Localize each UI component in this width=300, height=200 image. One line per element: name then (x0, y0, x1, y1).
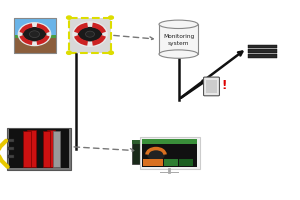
Bar (248, 45, 277, 49)
Bar (47, 131, 55, 167)
Bar (14, 36, 56, 54)
Bar (53, 131, 60, 167)
Bar (14, 19, 56, 38)
Ellipse shape (159, 51, 198, 59)
Ellipse shape (159, 21, 198, 29)
Bar (142, 139, 197, 168)
Circle shape (109, 17, 113, 20)
Bar (140, 138, 200, 169)
Circle shape (67, 52, 71, 55)
Bar (132, 140, 180, 164)
Bar (248, 55, 277, 58)
Bar (206, 81, 217, 94)
Bar (159, 25, 198, 55)
Circle shape (85, 32, 94, 38)
Bar (7, 128, 71, 170)
Bar (143, 159, 163, 167)
Bar (132, 141, 180, 144)
Bar (27, 131, 35, 167)
Circle shape (147, 149, 165, 161)
Bar (14, 19, 56, 54)
FancyBboxPatch shape (204, 78, 220, 96)
Circle shape (20, 25, 49, 45)
Bar (142, 140, 197, 144)
Bar (9, 130, 69, 168)
Circle shape (67, 17, 71, 20)
Circle shape (109, 52, 113, 55)
Bar (160, 172, 179, 173)
Bar (43, 131, 50, 167)
Bar (8, 148, 14, 151)
Bar (179, 159, 193, 167)
Bar (164, 159, 178, 167)
Text: Monitoring
system: Monitoring system (163, 34, 194, 46)
Bar (8, 156, 14, 159)
Bar (69, 19, 111, 54)
Circle shape (75, 25, 105, 45)
Circle shape (29, 32, 40, 38)
Text: !: ! (221, 79, 226, 91)
Bar (248, 50, 277, 54)
Bar (14, 36, 56, 38)
Bar (8, 140, 14, 143)
Bar (23, 131, 31, 167)
